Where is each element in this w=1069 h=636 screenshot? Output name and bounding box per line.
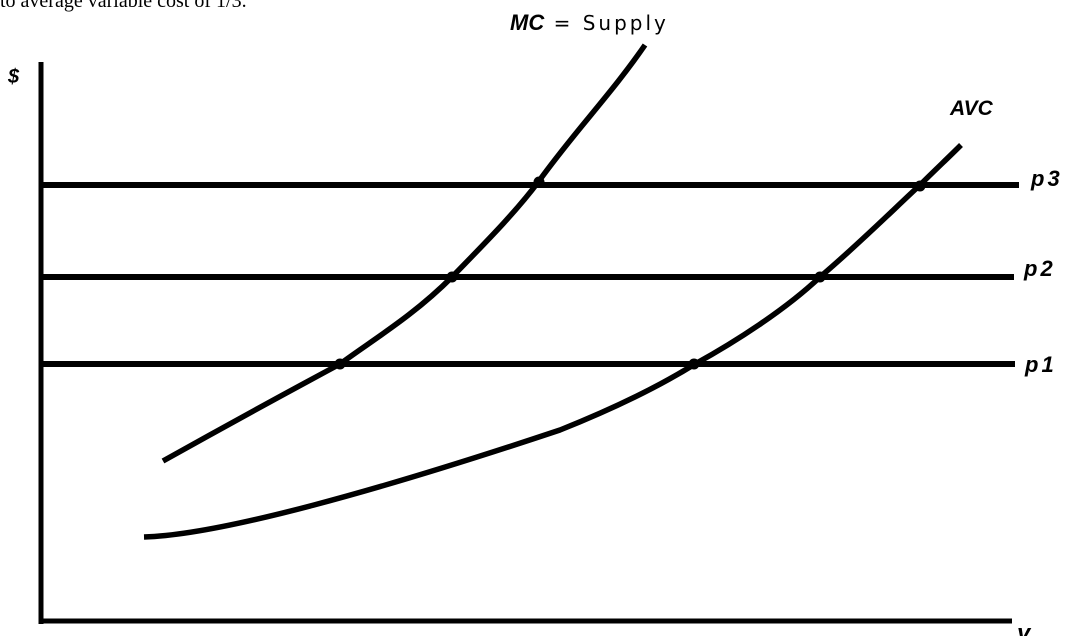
intersection-mc-p2 (446, 271, 458, 283)
intersection-avc-p2 (814, 271, 826, 283)
p3-label: p3 (1030, 166, 1063, 191)
p2-label: p2 (1023, 256, 1056, 281)
mc-label-bold: MC (510, 10, 545, 35)
intersection-avc-p3 (914, 180, 926, 192)
top-text: to average variable cost of 1/3. (0, 0, 247, 12)
y-axis-label: $ (7, 66, 20, 88)
intersection-mc-p3 (533, 176, 545, 188)
avc-curve (143, 143, 963, 540)
p1-label: p1 (1024, 352, 1057, 377)
intersection-avc-p1 (688, 358, 700, 370)
mc-label: MC = Supply (510, 10, 669, 35)
x-axis-label: y (1016, 620, 1032, 636)
avc-label: AVC (949, 97, 994, 120)
mc-label-rest: = Supply (544, 11, 669, 35)
mc-curve (161, 43, 648, 464)
intersection-mc-p1 (334, 358, 346, 370)
